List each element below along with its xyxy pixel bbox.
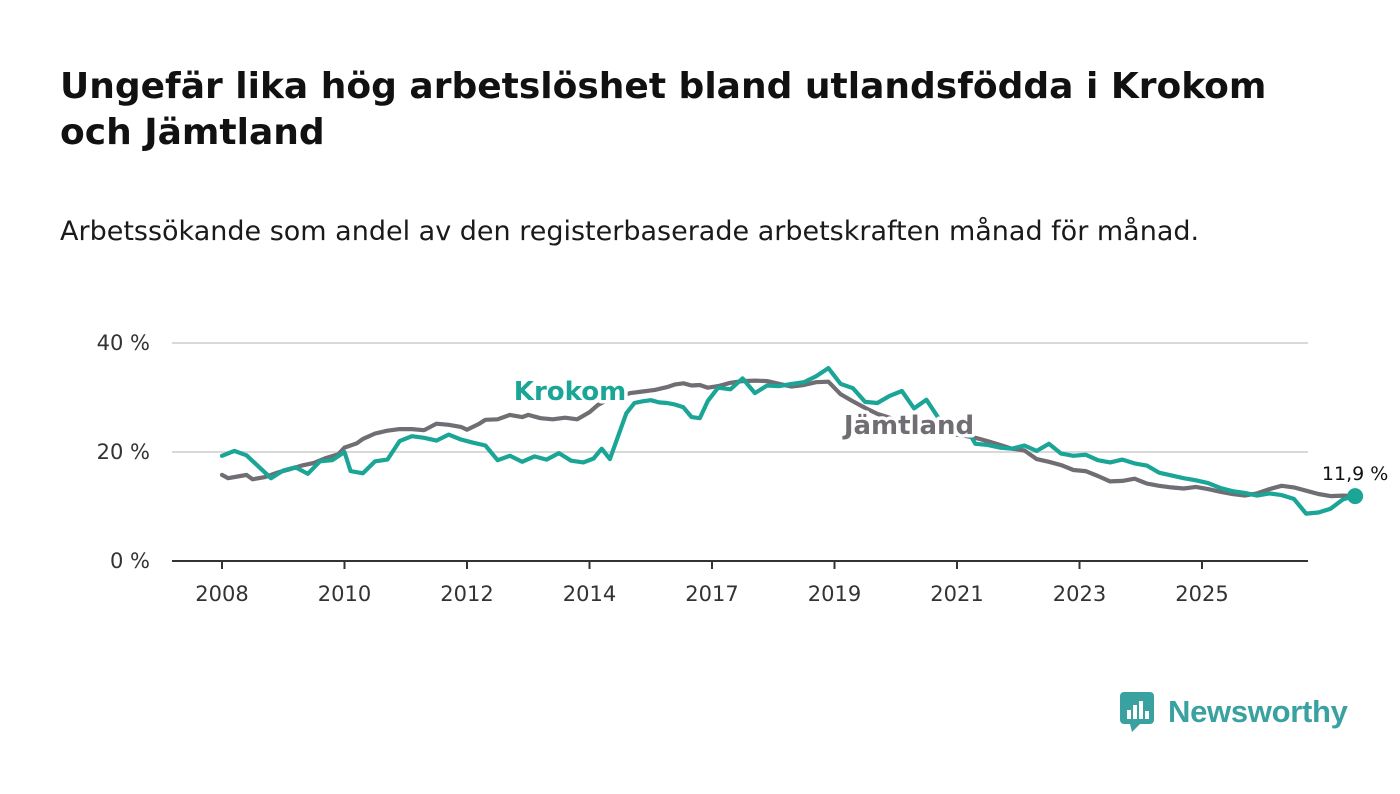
- x-tick-label: 2019: [808, 582, 861, 606]
- x-tick-label: 2023: [1053, 582, 1106, 606]
- chart-subtitle: Arbetssökande som andel av den registerb…: [60, 216, 1200, 247]
- x-tick-label: 2008: [195, 582, 248, 606]
- annotations: Krokom Jämtland 11,9 %: [510, 374, 1391, 505]
- end-point-marker: [1347, 488, 1364, 505]
- series-label-jamtland: Jämtland: [842, 411, 974, 441]
- series-line-krokom: [219, 366, 1358, 516]
- x-tick-label: 2021: [930, 582, 983, 606]
- x-tick-label: 2017: [685, 582, 738, 606]
- y-tick-label: 40 %: [97, 331, 150, 355]
- x-tick-label: 2012: [440, 582, 493, 606]
- x-tick-label: 2010: [318, 582, 371, 606]
- y-tick-label: 0 %: [110, 549, 150, 573]
- chart-badge-icon: [1120, 692, 1154, 732]
- newsworthy-logo: Newsworthy: [1118, 690, 1348, 734]
- brand-name: Newsworthy: [1168, 694, 1348, 729]
- end-value-label: 11,9 %: [1322, 463, 1388, 485]
- series: [219, 366, 1358, 516]
- series-label-krokom: Krokom: [514, 377, 626, 407]
- gridlines: [172, 342, 1308, 453]
- axes: 0 % 20 % 40 % 2008 2010 2012 2014 2017 2019 2021 2…: [97, 331, 1308, 606]
- chart-title: Ungefär lika hög arbetslöshet bland utla…: [60, 66, 1267, 153]
- x-tick-label: 2014: [563, 582, 616, 606]
- x-tick-label: 2025: [1175, 582, 1228, 606]
- y-tick-label: 20 %: [97, 440, 150, 464]
